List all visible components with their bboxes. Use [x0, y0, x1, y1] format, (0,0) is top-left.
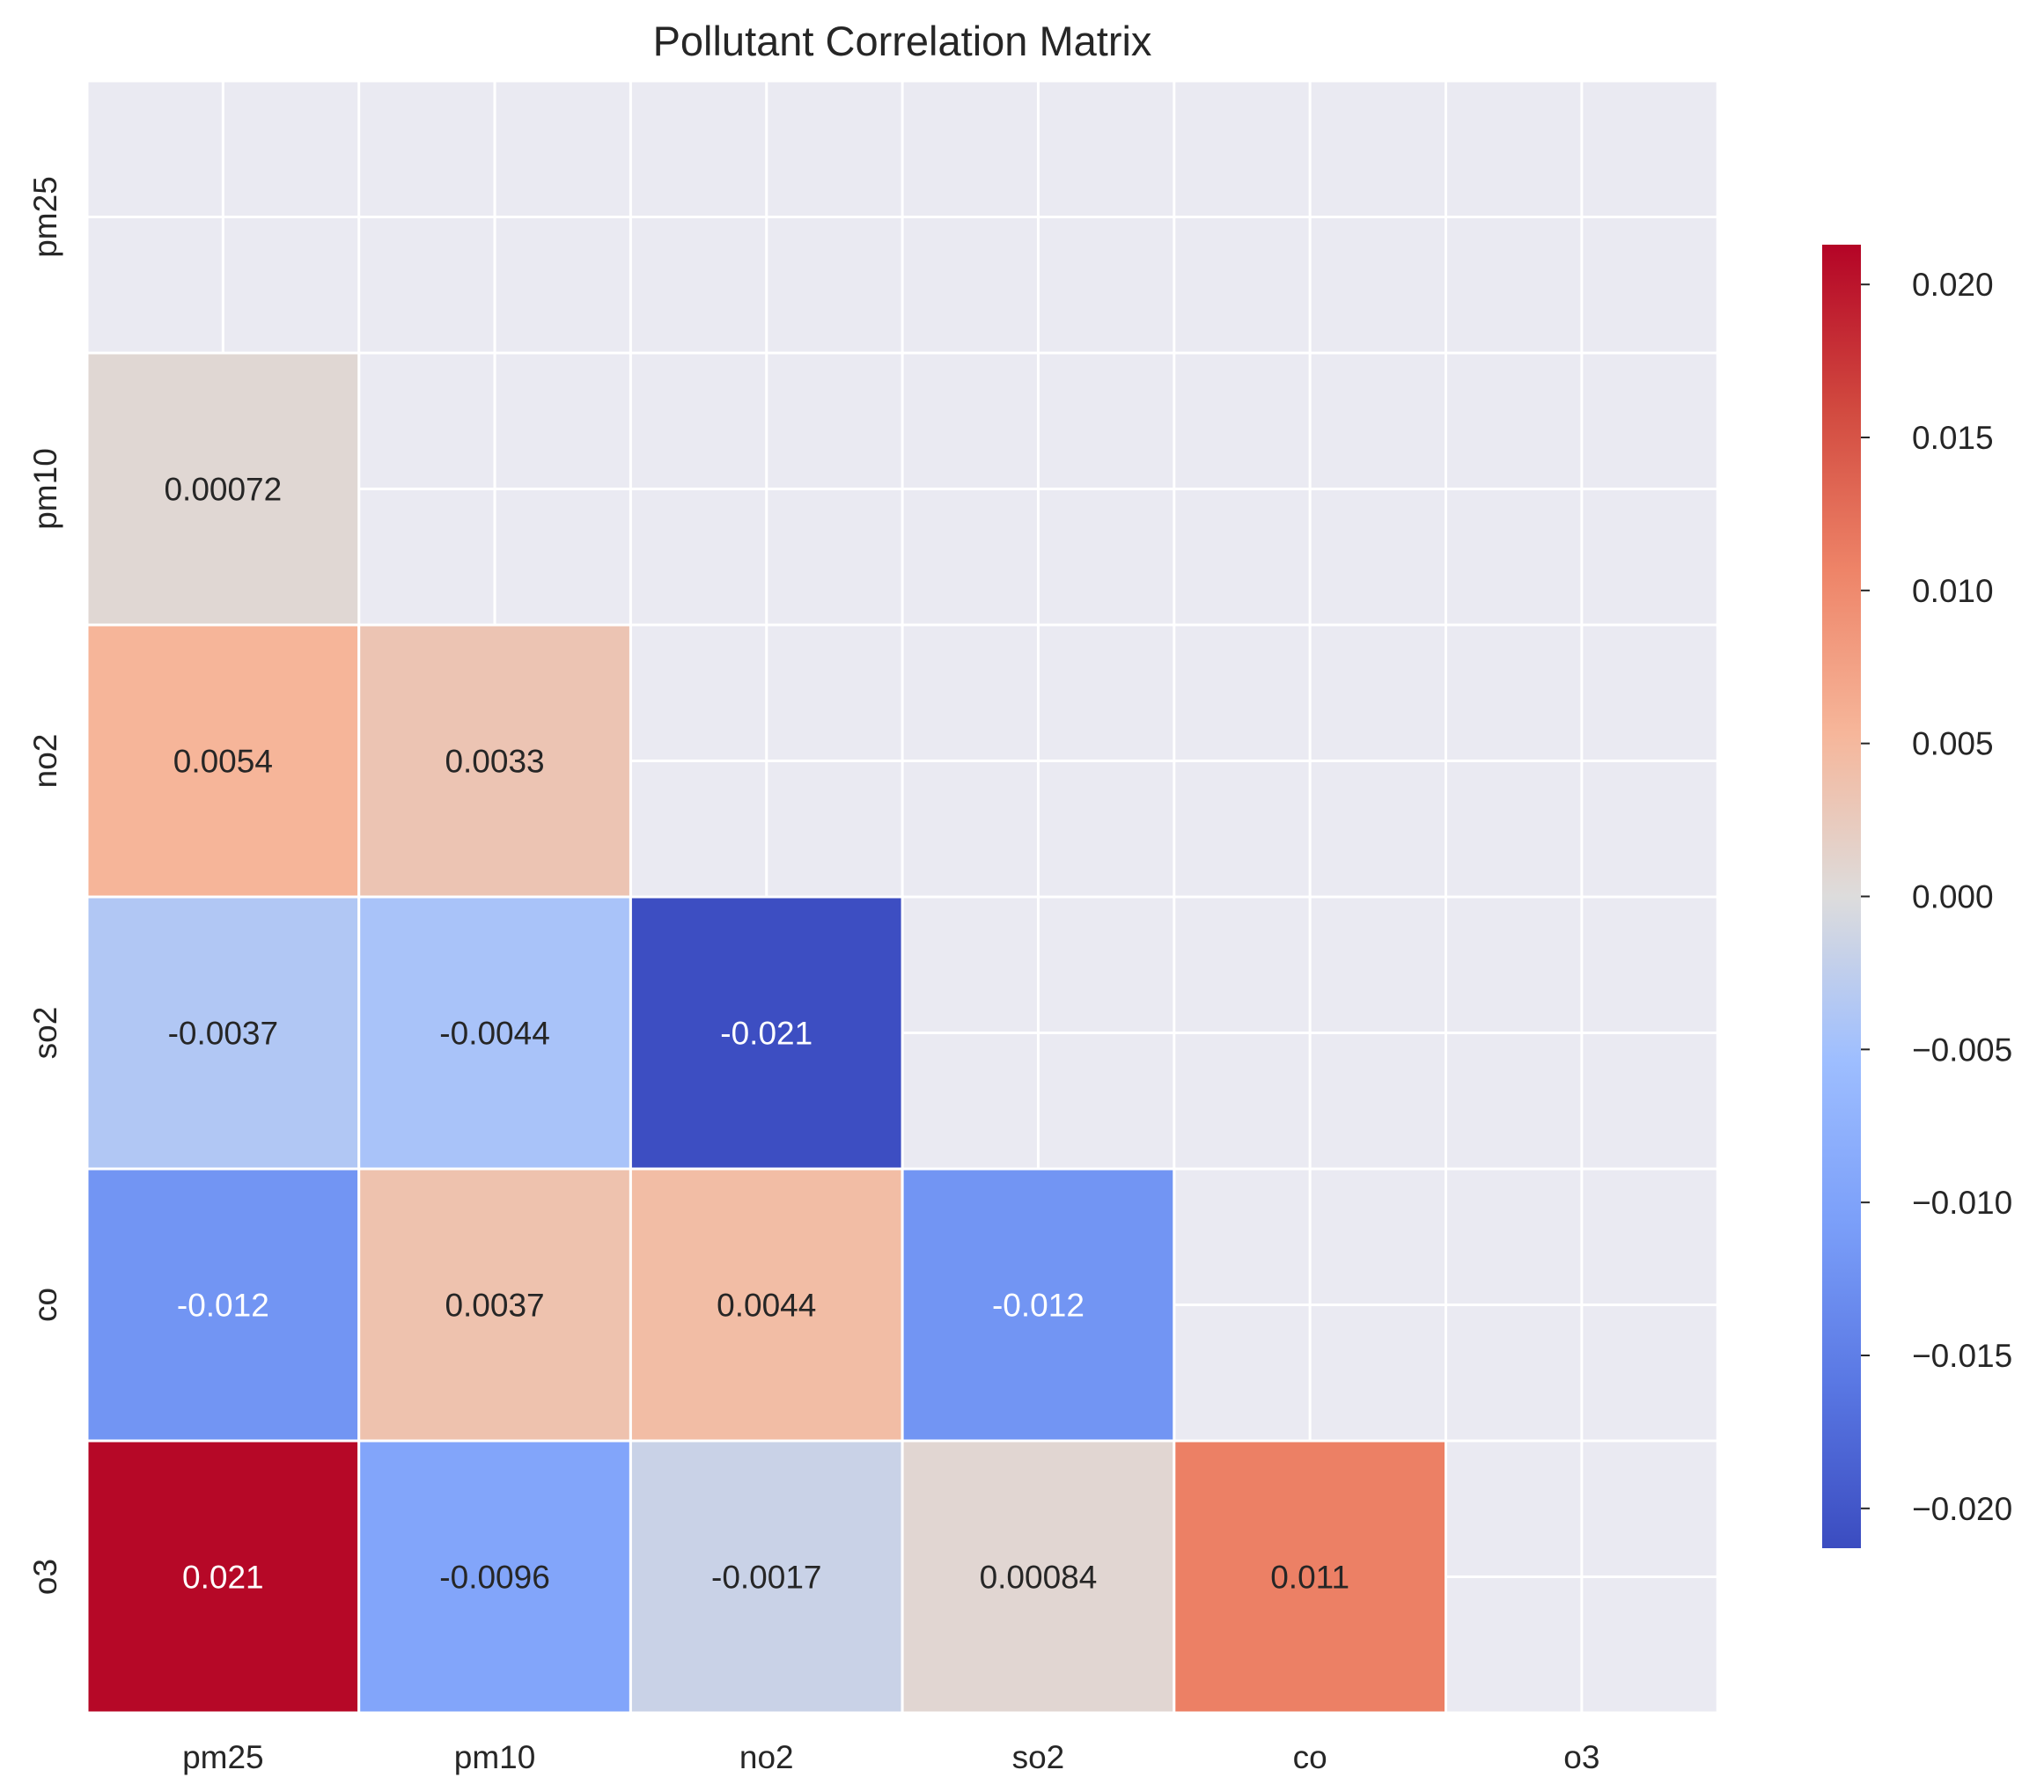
cell-value-label: 0.0054 — [173, 744, 273, 780]
cell-value-label: 0.021 — [182, 1560, 264, 1596]
cell-value-label: 0.0037 — [445, 1288, 544, 1324]
cell-value-label: -0.0017 — [711, 1560, 822, 1596]
heatmap-cell — [357, 1439, 632, 1715]
cell-value-label: -0.0044 — [439, 1016, 550, 1052]
cell-value-label: -0.021 — [720, 1016, 812, 1052]
y-tick-label: pm25 — [27, 176, 63, 258]
x-tick-label: no2 — [739, 1739, 794, 1775]
heatmap-cell — [901, 1439, 1176, 1715]
heatmap-cell — [629, 1439, 904, 1715]
y-tick-label: no2 — [27, 734, 63, 789]
heatmap-cell — [85, 623, 361, 899]
colorbar-ticks: 0.020 0.015 0.010 0.005 0.000 −0.005 −0.010 −0.… — [1861, 267, 2012, 1527]
y-axis-ticks: pm25 pm10 no2 so2 co o3 — [27, 176, 63, 1595]
heatmap-cell — [901, 1167, 1176, 1443]
heatmap-cell — [629, 1167, 904, 1443]
heatmap-cell — [629, 895, 904, 1171]
heatmap-cell — [85, 1167, 361, 1443]
colorbar-tick-label: 0.015 — [1912, 420, 1994, 456]
colorbar-tick-label: 0.000 — [1912, 879, 1994, 915]
y-tick-label: pm10 — [27, 448, 63, 530]
cell-value-label: 0.00084 — [980, 1560, 1098, 1596]
heatmap-cell — [357, 1167, 632, 1443]
colorbar-tick-label: −0.010 — [1912, 1185, 2012, 1221]
cell-labels: 0.00072 0.0054 0.0033 -0.0037 -0.0044 -0.021 -… — [164, 472, 1349, 1596]
heatmap-cell — [85, 895, 361, 1171]
cell-value-label: 0.011 — [1270, 1560, 1349, 1596]
colorbar-tick-label: 0.020 — [1912, 267, 1994, 303]
colorbar-tick-label: 0.005 — [1912, 726, 1994, 762]
y-tick-label: co — [27, 1288, 63, 1322]
x-tick-label: o3 — [1563, 1739, 1599, 1775]
y-tick-label: o3 — [27, 1559, 63, 1595]
x-tick-label: co — [1293, 1739, 1327, 1775]
x-tick-label: pm10 — [454, 1739, 536, 1775]
cell-value-label: 0.0044 — [717, 1288, 816, 1324]
cell-value-label: -0.0037 — [168, 1016, 279, 1052]
cell-value-label: 0.0033 — [445, 744, 544, 780]
cell-value-label: -0.012 — [177, 1288, 269, 1324]
cell-value-label: 0.00072 — [164, 472, 282, 508]
y-tick-label: so2 — [27, 1007, 63, 1060]
colorbar-tick-label: −0.020 — [1912, 1491, 2012, 1527]
heatmap-cell — [85, 351, 361, 627]
cell-value-label: -0.012 — [992, 1288, 1084, 1324]
colorbar-tick-label: 0.010 — [1912, 573, 1994, 609]
colorbar-tick-label: −0.005 — [1912, 1032, 2012, 1068]
colorbar — [1822, 245, 1861, 1548]
heatmap-cell — [357, 623, 632, 899]
heatmap-cell — [1173, 1439, 1448, 1715]
x-tick-label: so2 — [1012, 1739, 1065, 1775]
colorbar-tick-label: −0.015 — [1912, 1338, 2012, 1374]
cell-value-label: -0.0096 — [439, 1560, 550, 1596]
chart-title: Pollutant Correlation Matrix — [653, 18, 1152, 64]
x-tick-label: pm25 — [182, 1739, 264, 1775]
x-axis-ticks: pm25 pm10 no2 so2 co o3 — [182, 1739, 1599, 1775]
heatmap-cell — [85, 1439, 361, 1715]
heatmap-cells — [85, 351, 1448, 1715]
